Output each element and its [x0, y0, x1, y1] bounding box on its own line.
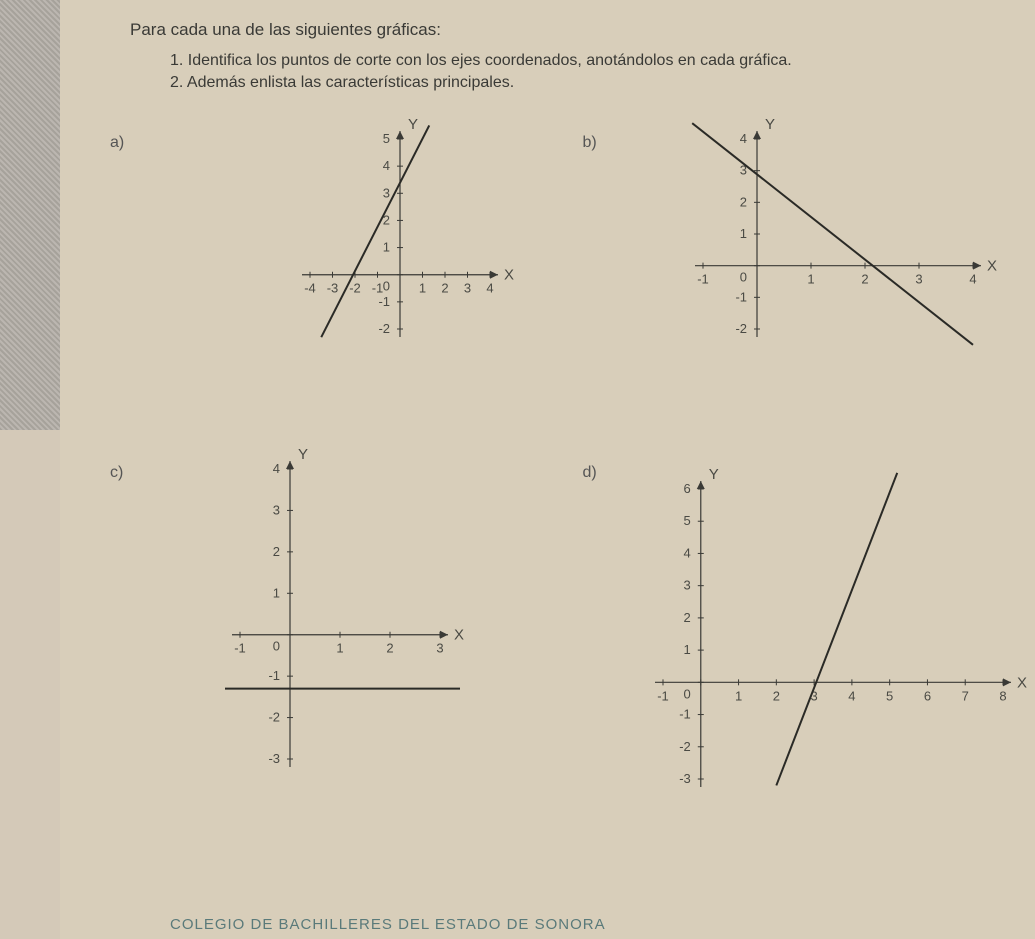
svg-text:0: 0: [683, 686, 690, 701]
svg-text:2: 2: [683, 610, 690, 625]
svg-text:3: 3: [436, 640, 443, 655]
chart-d: -112345678-3-2-11234560XY: [583, 469, 1023, 819]
svg-text:1: 1: [683, 642, 690, 657]
svg-text:-2: -2: [268, 709, 280, 724]
svg-text:2: 2: [273, 544, 280, 559]
svg-text:2: 2: [772, 688, 779, 703]
svg-text:4: 4: [848, 688, 855, 703]
svg-text:Y: Y: [708, 466, 718, 483]
svg-text:-3: -3: [327, 280, 339, 295]
svg-text:-2: -2: [349, 280, 361, 295]
svg-text:-1: -1: [657, 688, 669, 703]
chart-d-cell: d) -112345678-3-2-11234560XY: [563, 449, 1006, 809]
svg-text:-1: -1: [679, 706, 691, 721]
svg-text:3: 3: [464, 280, 471, 295]
chart-b: -11234-2-112340XY: [593, 109, 1013, 409]
chart-c-cell: c) -1 1 2 3 -3 -2 -1 1 2 3 4 0 X Y: [90, 449, 533, 809]
svg-text:6: 6: [923, 688, 930, 703]
svg-text:X: X: [987, 257, 997, 274]
svg-text:6: 6: [683, 481, 690, 496]
svg-text:4: 4: [683, 545, 690, 560]
svg-text:1: 1: [739, 226, 746, 241]
svg-text:4: 4: [739, 131, 746, 146]
svg-text:4: 4: [969, 271, 976, 286]
svg-text:Y: Y: [298, 446, 308, 463]
task-2: 2. Además enlista las características pr…: [170, 72, 1005, 94]
chart-a-cell: a) -4-3-2-11234-2-1123450XY: [90, 109, 533, 429]
chart-c: -1 1 2 3 -3 -2 -1 1 2 3 4 0 X Y: [130, 449, 490, 799]
svg-text:3: 3: [273, 502, 280, 517]
svg-text:5: 5: [683, 513, 690, 528]
svg-text:3: 3: [683, 577, 690, 592]
chart-c-label: c): [110, 464, 123, 482]
svg-text:2: 2: [386, 640, 393, 655]
svg-text:-2: -2: [735, 321, 747, 336]
svg-text:-1: -1: [378, 294, 390, 309]
page: Para cada una de las siguientes gráficas…: [60, 0, 1035, 939]
chart-a: -4-3-2-11234-2-1123450XY: [100, 109, 520, 409]
svg-text:2: 2: [739, 194, 746, 209]
svg-text:-3: -3: [268, 751, 280, 766]
svg-text:-1: -1: [234, 640, 246, 655]
svg-text:-4: -4: [304, 280, 316, 295]
svg-text:4: 4: [486, 280, 493, 295]
svg-text:-2: -2: [378, 321, 390, 336]
book-spine: [0, 0, 60, 430]
svg-text:-2: -2: [679, 739, 691, 754]
svg-text:1: 1: [383, 239, 390, 254]
svg-text:0: 0: [739, 269, 746, 284]
svg-text:1: 1: [807, 271, 814, 286]
svg-text:0: 0: [273, 638, 280, 653]
svg-text:3: 3: [383, 185, 390, 200]
instructions-heading: Para cada una de las siguientes gráficas…: [90, 20, 1005, 40]
svg-text:-1: -1: [268, 668, 280, 683]
svg-text:8: 8: [999, 688, 1006, 703]
svg-text:X: X: [454, 626, 464, 643]
svg-text:4: 4: [383, 158, 390, 173]
svg-text:1: 1: [273, 585, 280, 600]
svg-text:-1: -1: [697, 271, 709, 286]
task-list: 1. Identifica los puntos de corte con lo…: [90, 50, 1005, 95]
svg-text:2: 2: [441, 280, 448, 295]
svg-text:X: X: [1017, 674, 1027, 691]
svg-text:1: 1: [734, 688, 741, 703]
svg-text:0: 0: [383, 278, 390, 293]
graph-grid: a) -4-3-2-11234-2-1123450XY b) -11234-2-…: [90, 109, 1005, 809]
svg-text:Y: Y: [408, 116, 418, 133]
task-1: 1. Identifica los puntos de corte con lo…: [170, 50, 1005, 72]
svg-text:3: 3: [915, 271, 922, 286]
svg-text:7: 7: [961, 688, 968, 703]
svg-text:4: 4: [273, 461, 280, 476]
footer-text: COLEGIO DE BACHILLERES DEL ESTADO DE SON…: [170, 916, 606, 933]
svg-text:2: 2: [861, 271, 868, 286]
svg-text:-3: -3: [679, 771, 691, 786]
svg-text:-1: -1: [735, 289, 747, 304]
svg-text:5: 5: [886, 688, 893, 703]
svg-text:5: 5: [383, 131, 390, 146]
svg-text:1: 1: [336, 640, 343, 655]
svg-text:Y: Y: [765, 116, 775, 133]
svg-text:X: X: [504, 266, 514, 283]
svg-text:1: 1: [419, 280, 426, 295]
chart-b-cell: b) -11234-2-112340XY: [563, 109, 1006, 429]
